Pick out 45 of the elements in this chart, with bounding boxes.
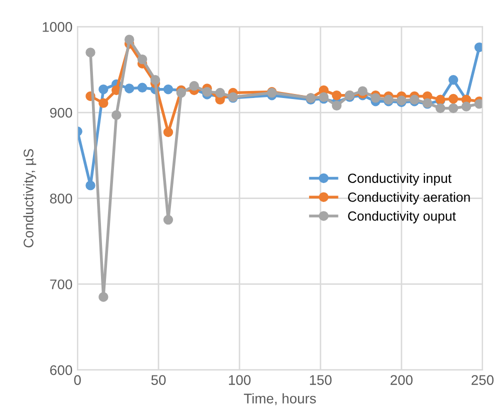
point	[112, 110, 122, 120]
point	[98, 292, 108, 302]
point	[163, 84, 174, 94]
x-tick-label: 200	[390, 375, 413, 385]
point	[448, 94, 458, 104]
y-tick-label: 900	[50, 108, 72, 118]
y-tick-label: 600	[50, 365, 72, 376]
point	[137, 54, 148, 64]
x-tick-label: 100	[228, 375, 251, 385]
point	[98, 84, 108, 94]
point	[448, 75, 458, 85]
point	[202, 87, 212, 97]
point	[163, 214, 174, 225]
point	[86, 48, 96, 58]
point	[124, 84, 134, 94]
point	[332, 100, 342, 111]
legend-label: Conductivity ouput	[348, 211, 456, 224]
point	[448, 103, 458, 114]
x-tick-label: 0	[74, 375, 81, 385]
point	[474, 42, 482, 52]
y-axis-title: Conductivity, µS	[23, 149, 36, 248]
point	[163, 127, 174, 138]
point	[370, 93, 380, 103]
y-tick-label: 700	[50, 279, 72, 290]
x-tick-label: 250	[472, 375, 494, 385]
x-tick-label: 150	[310, 375, 332, 385]
legend-label: Conductivity input	[348, 173, 452, 186]
point	[150, 75, 160, 85]
point	[124, 34, 134, 44]
point	[176, 88, 186, 98]
point	[189, 81, 199, 91]
point	[86, 180, 96, 190]
point	[474, 99, 482, 109]
legend-label: Conductivity aeration	[348, 192, 470, 204]
x-axis-title: Time, hours	[244, 393, 316, 406]
point	[137, 82, 148, 92]
point	[461, 102, 472, 112]
point	[332, 90, 342, 100]
x-tick-label: 50	[151, 375, 166, 385]
y-tick-label: 1000	[42, 22, 72, 32]
point	[358, 86, 368, 96]
point	[215, 88, 225, 98]
y-tick-label: 800	[50, 194, 72, 204]
point	[98, 98, 108, 108]
point	[436, 103, 446, 114]
